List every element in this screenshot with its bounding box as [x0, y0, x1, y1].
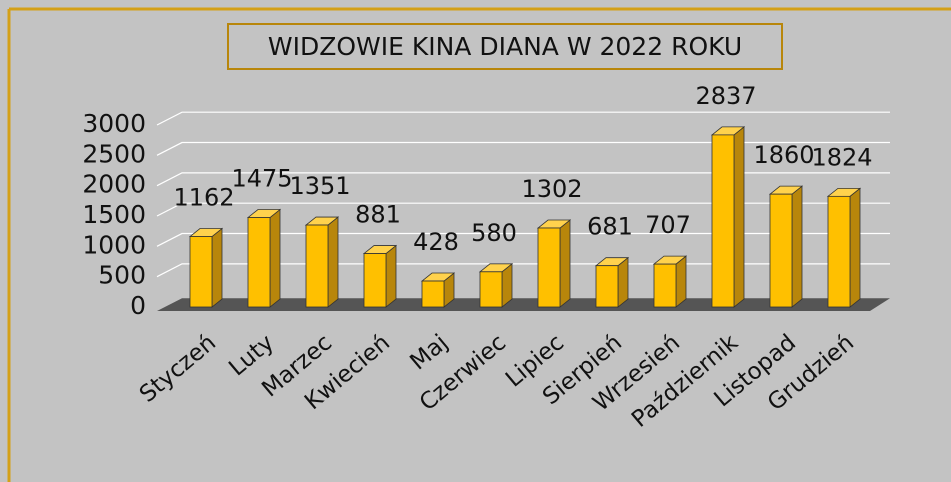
- data-label: 1860: [753, 141, 814, 169]
- y-tick-label: 0: [130, 291, 146, 320]
- bar-front: [769, 193, 793, 308]
- bar: [246, 208, 282, 308]
- bar-front: [247, 217, 271, 308]
- bar: [420, 272, 456, 308]
- bar-front: [189, 236, 213, 308]
- grid-line: [156, 111, 890, 126]
- bar: [188, 227, 224, 308]
- bar-front: [827, 195, 851, 308]
- bar-front: [653, 263, 677, 308]
- bar-front: [363, 253, 387, 308]
- bar-front: [479, 271, 503, 308]
- data-label: 707: [645, 211, 691, 239]
- bar: [478, 262, 514, 308]
- data-label: 1162: [173, 184, 234, 212]
- y-tick-label: 2000: [82, 170, 146, 199]
- data-label: 1824: [811, 143, 872, 171]
- bar-side: [791, 185, 803, 308]
- bar-side: [559, 219, 571, 308]
- bar-side: [327, 216, 339, 308]
- data-label: 580: [471, 219, 517, 247]
- bar-side: [849, 187, 861, 308]
- bar-front: [537, 227, 561, 308]
- y-tick-label: 1500: [82, 200, 146, 229]
- grid-line: [156, 172, 890, 187]
- bar-front: [305, 224, 329, 308]
- bar: [304, 216, 340, 308]
- data-label: 881: [355, 201, 401, 229]
- bar-side: [211, 227, 223, 308]
- data-label: 1302: [521, 175, 582, 203]
- data-label: 1475: [231, 165, 292, 193]
- bar-side: [617, 256, 629, 308]
- y-tick-label: 1000: [82, 230, 146, 259]
- bar-front: [421, 280, 445, 308]
- grid-line: [156, 232, 890, 247]
- bar: [362, 244, 398, 308]
- bar-side: [675, 255, 687, 308]
- data-label: 428: [413, 228, 459, 256]
- floor: [157, 298, 890, 311]
- grid-line: [156, 141, 890, 156]
- data-label: 1351: [289, 172, 350, 200]
- y-tick-label: 2500: [82, 139, 146, 168]
- data-label: 2837: [695, 82, 756, 110]
- y-tick-label: 3000: [82, 109, 146, 138]
- grid-line: [156, 202, 890, 217]
- bar-side: [733, 126, 745, 308]
- bar-side: [269, 208, 281, 308]
- bar: [826, 187, 862, 308]
- bar: [594, 256, 630, 308]
- bar: [536, 219, 572, 308]
- bar: [710, 126, 746, 308]
- bar-front: [711, 134, 735, 308]
- bar: [768, 185, 804, 308]
- bar: [652, 255, 688, 308]
- y-tick-label: 500: [98, 261, 146, 290]
- title-box: [227, 23, 783, 70]
- bar-side: [385, 244, 397, 308]
- data-label: 681: [587, 213, 633, 241]
- chart-title: WIDZOWIE KINA DIANA W 2022 ROKU: [268, 32, 742, 61]
- bar-front: [595, 265, 619, 308]
